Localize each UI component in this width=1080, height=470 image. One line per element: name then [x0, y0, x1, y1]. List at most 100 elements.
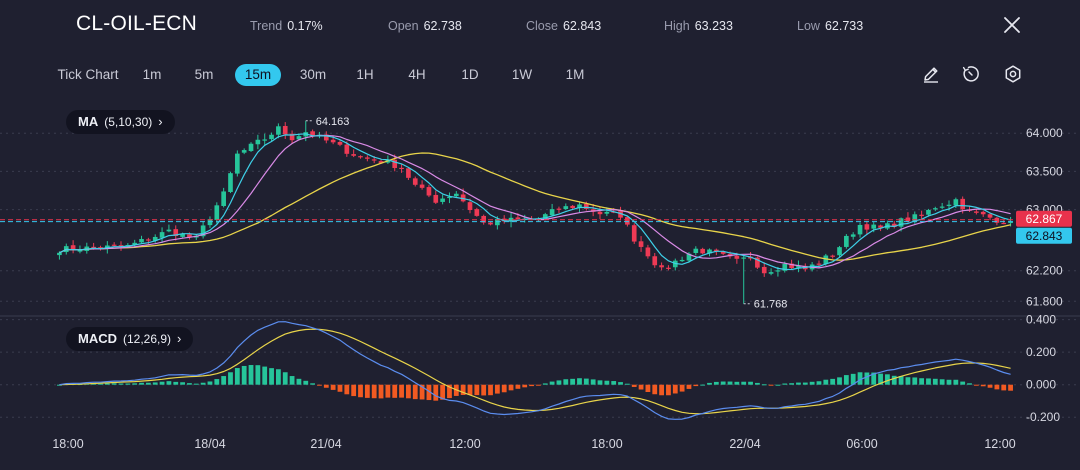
macd-hist-bar	[796, 382, 801, 385]
timeframe-30m[interactable]: 30m	[299, 67, 327, 82]
timeframe-tick-chart[interactable]: Tick Chart	[57, 67, 119, 82]
macd-hist-bar	[672, 384, 678, 394]
chevron-right-icon: ›	[158, 114, 163, 129]
macd-hist-bar	[919, 378, 925, 385]
macd-hist-bar	[809, 381, 815, 385]
timeframe-1h[interactable]: 1H	[356, 67, 374, 82]
candle-up	[1008, 221, 1013, 224]
candle-up	[926, 209, 931, 215]
macd-hist-bar	[987, 384, 993, 388]
macd-signal-line	[59, 328, 1011, 415]
macd-hist-bar	[494, 384, 500, 394]
candle-down	[467, 202, 473, 211]
candle-down	[187, 234, 192, 237]
timeframe-4h[interactable]: 4H	[408, 67, 426, 82]
macd-tick-label: 0.000	[1026, 378, 1056, 392]
macd-hist-bar	[241, 365, 247, 385]
macd-hist-bar	[891, 375, 897, 385]
candle-down	[864, 224, 870, 230]
candle-up	[857, 224, 863, 235]
macd-hist-bar	[200, 382, 206, 385]
timeframe-1month[interactable]: 1M	[565, 67, 585, 82]
macd-hist-bar	[501, 384, 507, 393]
macd-hist-bar	[864, 372, 870, 385]
settings-icon[interactable]	[1003, 64, 1023, 84]
candle-down	[625, 217, 630, 225]
candle-down	[392, 159, 398, 168]
candle-down	[412, 178, 418, 185]
macd-hist-bar	[939, 379, 945, 385]
macd-hist-bar	[570, 378, 576, 385]
timeframe-1w[interactable]: 1W	[511, 67, 533, 82]
candle-down	[638, 241, 644, 247]
candle-up	[898, 218, 904, 227]
candle-down	[474, 209, 480, 216]
macd-indicator-pill[interactable]: MACD (12,26,9) ›	[66, 327, 194, 351]
macd-hist-bar	[187, 383, 192, 385]
macd-hist-bar	[837, 377, 842, 385]
candle-up	[939, 206, 945, 208]
ma-indicator-pill[interactable]: MA (5,10,30) ›	[66, 110, 175, 134]
close-icon[interactable]	[1001, 14, 1023, 36]
symbol-title: CL-OIL-ECN	[76, 12, 198, 35]
macd-hist-bar	[152, 382, 158, 385]
macd-hist-bar	[898, 376, 904, 385]
macd-hist-bar	[125, 383, 131, 385]
macd-hist-bar	[522, 384, 528, 388]
candle-down	[358, 156, 363, 158]
macd-hist-bar	[994, 384, 1000, 390]
macd-hist-bar	[645, 384, 651, 392]
macd-hist-bar	[638, 384, 644, 390]
candle-down	[111, 244, 117, 246]
macd-hist-bar	[666, 384, 671, 396]
candle-down	[891, 223, 897, 227]
pencil-icon[interactable]	[921, 64, 941, 84]
macd-hist-bar	[713, 381, 719, 385]
timer-icon[interactable]	[961, 64, 981, 84]
macd-hist-bar	[843, 375, 849, 385]
candle-down	[330, 139, 336, 143]
candle-up	[775, 270, 781, 272]
macd-hist-bar	[447, 384, 452, 399]
candle-up	[453, 193, 459, 197]
macd-hist-bar	[474, 384, 480, 396]
candle-down	[570, 205, 575, 209]
macd-hist-bar	[166, 381, 172, 385]
macd-hist-bar	[406, 384, 411, 399]
macd-hist-bar	[269, 368, 274, 385]
macd-hist-bar	[611, 381, 617, 385]
macd-hist-bar	[720, 381, 726, 385]
macd-hist-bar	[214, 379, 220, 385]
candle-up	[255, 139, 261, 145]
macd-hist-bar	[159, 381, 165, 385]
candle-down	[70, 245, 76, 251]
macd-hist-bar	[577, 378, 582, 385]
candle-down	[337, 141, 343, 145]
macd-hist-bar	[282, 372, 288, 385]
candle-down	[974, 211, 979, 213]
ma5-line	[59, 133, 1011, 271]
macd-hist-bar	[590, 379, 596, 385]
macd-hist-bar	[289, 376, 295, 385]
timeframe-5m[interactable]: 5m	[194, 67, 214, 82]
macd-hist-bar	[145, 382, 151, 385]
macd-hist-bar	[440, 384, 446, 400]
ma10-line	[59, 134, 1011, 269]
macd-hist-bar	[823, 379, 829, 385]
macd-hist-bar	[330, 384, 336, 390]
macd-hist-bar	[529, 384, 534, 387]
candle-down	[734, 255, 740, 259]
timeframe-15m[interactable]: 15m	[235, 64, 281, 86]
macd-hist-bar	[193, 383, 199, 385]
timeframe-1m[interactable]: 1m	[142, 67, 162, 82]
macd-hist-bar	[761, 384, 767, 386]
timeframe-toolbar: Tick Chart 1m 5m 15m 30m 1H 4H 1D 1W 1M	[0, 60, 1080, 90]
timeframe-1d[interactable]: 1D	[461, 67, 479, 82]
macd-hist-bar	[433, 384, 439, 401]
chevron-right-icon: ›	[177, 331, 182, 346]
candle-up	[200, 225, 206, 237]
macd-hist-bar	[392, 384, 398, 398]
stat-high: High 63.233	[664, 19, 733, 33]
macd-hist-bar	[323, 384, 329, 388]
